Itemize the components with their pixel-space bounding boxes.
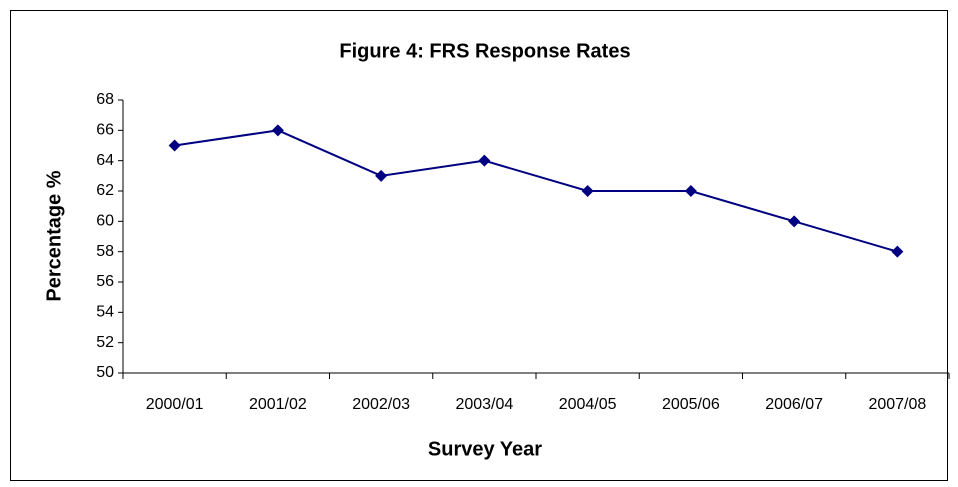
y-tick-label: 52 (96, 334, 114, 351)
y-tick-label: 68 (96, 91, 114, 108)
y-tick-label: 62 (96, 182, 114, 199)
marker (375, 169, 388, 182)
x-axis-title: Survey Year (428, 438, 542, 460)
y-tick-label: 54 (96, 304, 114, 321)
y-tick-label: 50 (96, 364, 114, 381)
x-tick-label: 2003/04 (455, 396, 513, 413)
y-tick-label: 60 (96, 213, 114, 230)
x-tick-label: 2002/03 (352, 396, 410, 413)
marker (684, 185, 697, 197)
x-tick-label: 2001/02 (249, 396, 307, 413)
y-tick-label: 66 (96, 122, 114, 139)
marker (788, 215, 801, 228)
y-tick-label: 56 (96, 273, 114, 290)
marker (581, 185, 594, 197)
x-tick-label: 2007/08 (868, 396, 926, 413)
marker (271, 124, 284, 137)
y-axis-title: Percentage % (43, 170, 65, 301)
x-tick-label: 2000/01 (146, 396, 204, 413)
marker (478, 154, 491, 167)
marker (168, 139, 181, 152)
x-tick-label: 2004/05 (559, 396, 617, 413)
chart-border (10, 10, 948, 481)
marker (891, 245, 904, 258)
y-tick-label: 58 (96, 243, 114, 260)
y-tick-label: 64 (96, 152, 114, 169)
line (174, 129, 898, 253)
x-tick-label: 2006/07 (765, 396, 823, 413)
chart-title: Figure 4: FRS Response Rates (339, 40, 630, 62)
x-tick-label: 2005/06 (662, 396, 720, 413)
